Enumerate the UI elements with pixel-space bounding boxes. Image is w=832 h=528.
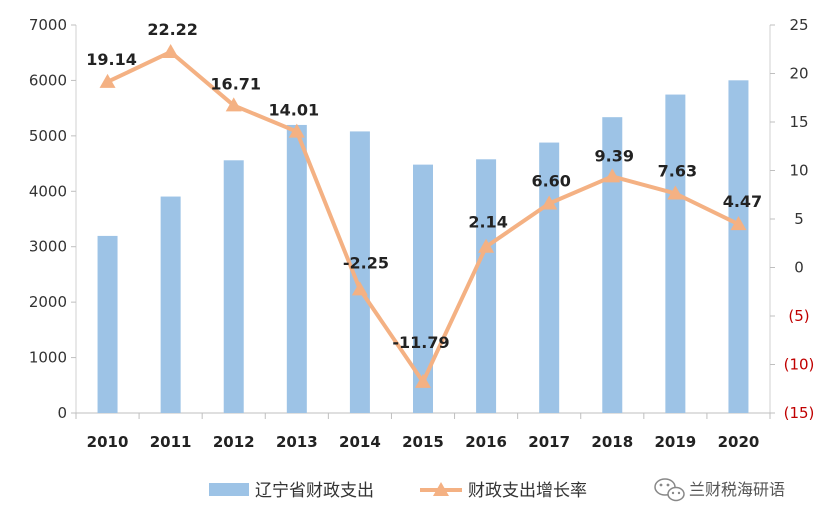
data-label: 6.60: [531, 171, 570, 190]
line-point: [478, 238, 495, 253]
x-tick-label: 2017: [528, 433, 570, 451]
x-tick-label: 2010: [87, 433, 129, 451]
y-right-tick-label: 0: [794, 259, 804, 277]
line-point: [415, 373, 431, 388]
line-point: [162, 43, 179, 58]
legend-swatch-marker: [433, 482, 449, 496]
line-point: [730, 216, 747, 231]
y-left-tick-label: 3000: [29, 238, 67, 256]
legend: 辽宁省财政支出 财政支出增长率: [209, 481, 587, 501]
y-left-tick-label: 6000: [29, 71, 67, 89]
y-left-tick-label: 0: [57, 404, 67, 422]
y-right-tick-label: 10: [789, 162, 808, 180]
bar: [728, 80, 749, 413]
plot-area: 0 1000 2000 3000 4000 5000 6000 7000 (15) (10) (5)…: [29, 16, 815, 451]
data-label: 7.63: [658, 161, 697, 180]
bar: [160, 196, 181, 413]
y-left-tick-label: 7000: [29, 16, 67, 34]
line-point: [667, 185, 684, 200]
bar: [286, 124, 307, 413]
data-label: -11.79: [392, 333, 449, 352]
line-point: [604, 168, 621, 183]
data-label: 14.01: [269, 101, 320, 120]
x-tick-label: 2014: [339, 433, 381, 451]
y-right-tick-label: 5: [794, 210, 804, 228]
y-right-tick-label: (15): [784, 404, 815, 422]
watermark-text: 兰财税海研语: [689, 480, 785, 499]
line-point: [99, 73, 116, 88]
x-tick-label: 2013: [276, 433, 318, 451]
x-tick-label: 2012: [213, 433, 255, 451]
line-point: [541, 195, 558, 210]
data-label: 4.47: [723, 192, 762, 211]
x-tick-label: 2015: [402, 433, 444, 451]
line-point: [288, 123, 305, 138]
x-tick-label: 2020: [718, 433, 760, 451]
legend-label-line: 财政支出增长率: [468, 481, 587, 501]
data-label: 19.14: [86, 50, 137, 69]
bar: [665, 94, 686, 413]
wechat-icon: [654, 478, 685, 502]
data-label: 2.14: [468, 213, 507, 232]
y-right-tick-label: 20: [789, 65, 808, 83]
y-left-tick-label: 4000: [29, 182, 67, 200]
y-right-tick-label: (5): [788, 307, 809, 325]
legend-swatch-bar: [209, 483, 249, 496]
y-right-tick-label: 25: [789, 16, 808, 34]
line-point: [351, 281, 368, 296]
bar: [349, 131, 370, 413]
data-label: 22.22: [147, 20, 198, 39]
bar: [602, 117, 623, 414]
bar: [97, 235, 118, 413]
bar: [413, 164, 433, 413]
y-left-tick-label: 2000: [29, 293, 67, 311]
y-left-tick-label: 5000: [29, 127, 67, 145]
y-right-tick-label: 15: [789, 113, 808, 131]
legend-label-bar: 辽宁省财政支出: [255, 481, 374, 501]
data-label: 16.71: [210, 74, 261, 93]
x-tick-label: 2016: [465, 433, 507, 451]
bar: [223, 160, 244, 413]
watermark: 兰财税海研语: [654, 478, 785, 502]
bar: [539, 142, 560, 413]
y-left-tick-label: 1000: [29, 349, 67, 367]
x-tick-label: 2018: [591, 433, 633, 451]
data-label: 9.39: [595, 146, 634, 165]
x-tick-label: 2011: [150, 433, 192, 451]
data-label: -2.25: [343, 253, 389, 272]
bar: [476, 159, 497, 413]
line-point: [225, 97, 242, 112]
x-tick-label: 2019: [654, 433, 696, 451]
y-right-tick-label: (10): [784, 356, 815, 374]
